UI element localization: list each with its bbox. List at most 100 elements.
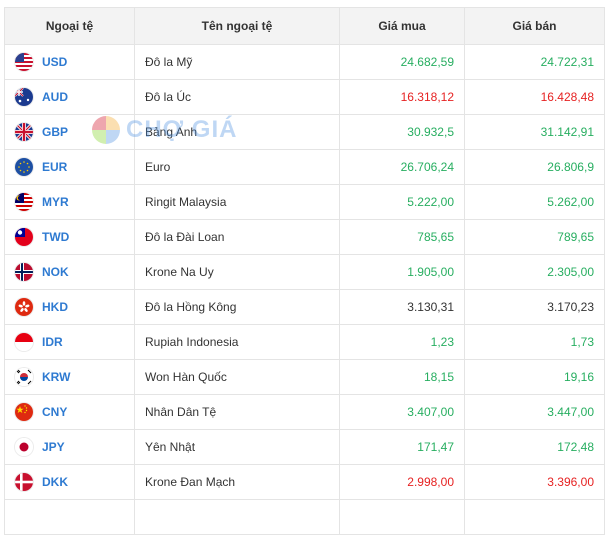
buy-price: 171,47 bbox=[339, 429, 465, 465]
sell-price: 24.722,31 bbox=[464, 44, 605, 80]
table-row: MYR Ringit Malaysia 5.222,00 5.262,00 bbox=[4, 184, 605, 220]
buy-price: 5.222,00 bbox=[339, 184, 465, 220]
currency-code-cell: EUR bbox=[4, 149, 135, 185]
dk-flag-icon bbox=[15, 473, 33, 491]
table-row: AUD Đô la Úc 16.318,12 16.428,48 bbox=[4, 79, 605, 115]
currency-name: Won Hàn Quốc bbox=[134, 359, 340, 395]
currency-code-cell: KRW bbox=[4, 359, 135, 395]
currency-code[interactable]: HKD bbox=[42, 300, 68, 314]
buy-price: 785,65 bbox=[339, 219, 465, 255]
currency-code-cell: JPY bbox=[4, 429, 135, 465]
currency-name: Nhân Dân Tệ bbox=[134, 394, 340, 430]
cn-flag-icon bbox=[15, 403, 33, 421]
currency-code-cell: IDR bbox=[4, 324, 135, 360]
currency-code[interactable]: USD bbox=[42, 55, 68, 69]
buy-price: 30.932,5 bbox=[339, 114, 465, 150]
currency-code-cell: HKD bbox=[4, 289, 135, 325]
currency-code-cell: DKK bbox=[4, 464, 135, 500]
buy-price: 26.706,24 bbox=[339, 149, 465, 185]
buy-price: 3.407,00 bbox=[339, 394, 465, 430]
sell-price: 3.396,00 bbox=[464, 464, 605, 500]
table-row: TWD Đô la Đài Loan 785,65 789,65 bbox=[4, 219, 605, 255]
currency-name: Euro bbox=[134, 149, 340, 185]
table-row: NOK Krone Na Uy 1.905,00 2.305,00 bbox=[4, 254, 605, 290]
sell-price: 789,65 bbox=[464, 219, 605, 255]
buy-price: 3.130,31 bbox=[339, 289, 465, 325]
buy-price: 2.998,00 bbox=[339, 464, 465, 500]
au-flag-icon bbox=[15, 88, 33, 106]
gb-flag-icon bbox=[15, 123, 33, 141]
currency-name: Rupiah Indonesia bbox=[134, 324, 340, 360]
sell-price: 19,16 bbox=[464, 359, 605, 395]
sell-price: 172,48 bbox=[464, 429, 605, 465]
currency-code-cell: NOK bbox=[4, 254, 135, 290]
table-row: IDR Rupiah Indonesia 1,23 1,73 bbox=[4, 324, 605, 360]
table-row: DKK Krone Đan Mạch 2.998,00 3.396,00 bbox=[4, 464, 605, 500]
currency-code-cell: MYR bbox=[4, 184, 135, 220]
currency-code[interactable]: NOK bbox=[42, 265, 69, 279]
us-flag-icon bbox=[15, 53, 33, 71]
currency-code[interactable]: JPY bbox=[42, 440, 65, 454]
header-buy: Giá mua bbox=[339, 7, 465, 45]
table-row: USD Đô la Mỹ 24.682,59 24.722,31 bbox=[4, 44, 605, 80]
currency-name: Đô la Hồng Kông bbox=[134, 289, 340, 325]
currency-name: Đô la Mỹ bbox=[134, 44, 340, 80]
sell-price: 5.262,00 bbox=[464, 184, 605, 220]
jp-flag-icon bbox=[15, 438, 33, 456]
table-row bbox=[4, 499, 605, 535]
buy-price: 18,15 bbox=[339, 359, 465, 395]
currency-name: Krone Đan Mạch bbox=[134, 464, 340, 500]
currency-code[interactable]: AUD bbox=[42, 90, 68, 104]
eu-flag-icon bbox=[15, 158, 33, 176]
sell-price: 31.142,91 bbox=[464, 114, 605, 150]
currency-code-cell: GBP bbox=[4, 114, 135, 150]
buy-price: 1,23 bbox=[339, 324, 465, 360]
sell-price: 2.305,00 bbox=[464, 254, 605, 290]
header-sell: Giá bán bbox=[464, 7, 605, 45]
exchange-rate-table: Ngoại tệ Tên ngoại tệ Giá mua Giá bán US… bbox=[4, 7, 605, 535]
header-code: Ngoại tệ bbox=[4, 7, 135, 45]
buy-price: 24.682,59 bbox=[339, 44, 465, 80]
currency-name: Yên Nhật bbox=[134, 429, 340, 465]
currency-code-cell bbox=[4, 499, 135, 535]
table-row: KRW Won Hàn Quốc 18,15 19,16 bbox=[4, 359, 605, 395]
no-flag-icon bbox=[15, 263, 33, 281]
table-row: GBP Bảng Anh 30.932,5 31.142,91 bbox=[4, 114, 605, 150]
buy-price: 16.318,12 bbox=[339, 79, 465, 115]
sell-price: 3.170,23 bbox=[464, 289, 605, 325]
table-header-row: Ngoại tệ Tên ngoại tệ Giá mua Giá bán bbox=[4, 7, 605, 45]
currency-code[interactable]: DKK bbox=[42, 475, 68, 489]
currency-code[interactable]: MYR bbox=[42, 195, 69, 209]
currency-code-cell: CNY bbox=[4, 394, 135, 430]
currency-name: Krone Na Uy bbox=[134, 254, 340, 290]
header-name: Tên ngoại tệ bbox=[134, 7, 340, 45]
currency-code[interactable]: IDR bbox=[42, 335, 63, 349]
currency-name: Đô la Úc bbox=[134, 79, 340, 115]
currency-name: Bảng Anh bbox=[134, 114, 340, 150]
sell-price bbox=[464, 499, 605, 535]
currency-code-cell: USD bbox=[4, 44, 135, 80]
table-row: EUR Euro 26.706,24 26.806,9 bbox=[4, 149, 605, 185]
kr-flag-icon bbox=[15, 368, 33, 386]
currency-code[interactable]: CNY bbox=[42, 405, 68, 419]
currency-name: Đô la Đài Loan bbox=[134, 219, 340, 255]
buy-price: 1.905,00 bbox=[339, 254, 465, 290]
hk-flag-icon bbox=[15, 298, 33, 316]
currency-code[interactable]: KRW bbox=[42, 370, 71, 384]
sell-price: 26.806,9 bbox=[464, 149, 605, 185]
table-row: JPY Yên Nhật 171,47 172,48 bbox=[4, 429, 605, 465]
currency-name bbox=[134, 499, 340, 535]
tw-flag-icon bbox=[15, 228, 33, 246]
currency-name: Ringit Malaysia bbox=[134, 184, 340, 220]
buy-price bbox=[339, 499, 465, 535]
currency-code[interactable]: GBP bbox=[42, 125, 69, 139]
currency-code[interactable]: TWD bbox=[42, 230, 70, 244]
table-row: HKD Đô la Hồng Kông 3.130,31 3.170,23 bbox=[4, 289, 605, 325]
currency-code[interactable]: EUR bbox=[42, 160, 68, 174]
sell-price: 1,73 bbox=[464, 324, 605, 360]
currency-code-cell: AUD bbox=[4, 79, 135, 115]
my-flag-icon bbox=[15, 193, 33, 211]
id-flag-icon bbox=[15, 333, 33, 351]
currency-code-cell: TWD bbox=[4, 219, 135, 255]
sell-price: 3.447,00 bbox=[464, 394, 605, 430]
